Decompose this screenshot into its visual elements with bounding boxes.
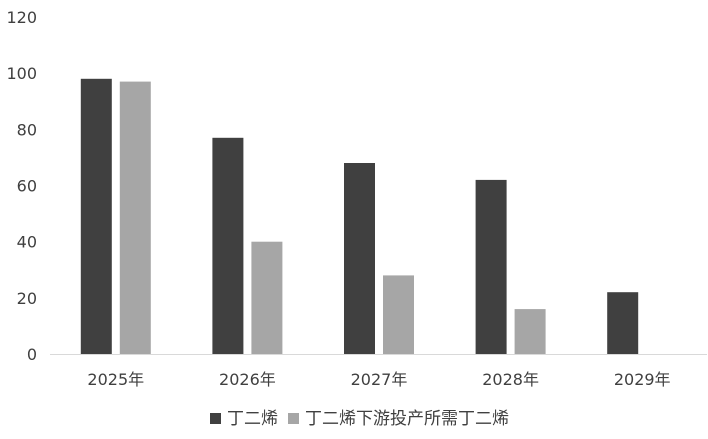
bar-series-0-cat-4 bbox=[607, 292, 639, 354]
x-tick-label-0: 2025年 bbox=[87, 370, 144, 389]
bar-series-0-cat-2 bbox=[344, 163, 375, 354]
y-tick-label-6: 120 bbox=[6, 8, 37, 27]
bar-series-1-cat-1 bbox=[251, 241, 283, 354]
bars bbox=[80, 78, 639, 355]
bar-series-0-cat-0 bbox=[80, 78, 112, 355]
bar-series-0-cat-3 bbox=[475, 179, 507, 354]
y-tick-label-3: 60 bbox=[17, 177, 37, 196]
legend-label-1: 丁二烯下游投产所需丁二烯 bbox=[305, 409, 509, 429]
legend-swatch-1 bbox=[288, 413, 299, 424]
y-tick-label-0: 0 bbox=[27, 345, 37, 364]
legend-label-0: 丁二烯 bbox=[227, 409, 278, 429]
y-tick-label-1: 20 bbox=[17, 289, 37, 308]
y-tick-label-4: 80 bbox=[17, 120, 37, 139]
legend: 丁二烯 丁二烯下游投产所需丁二烯 bbox=[210, 409, 509, 429]
bar-series-1-cat-2 bbox=[383, 275, 414, 354]
bar-series-1-cat-3 bbox=[514, 309, 546, 354]
y-axis-tick-labels: 0 20 40 60 80 100 120 bbox=[6, 8, 37, 364]
x-tick-label-2: 2027年 bbox=[351, 370, 408, 389]
legend-swatch-0 bbox=[210, 413, 221, 424]
x-tick-label-3: 2028年 bbox=[482, 370, 539, 389]
y-tick-label-2: 40 bbox=[17, 233, 37, 252]
x-tick-label-1: 2026年 bbox=[219, 370, 276, 389]
x-axis-tick-labels: 2025年 2026年 2027年 2028年 2029年 bbox=[87, 370, 670, 389]
x-tick-label-4: 2029年 bbox=[614, 370, 671, 389]
bar-series-0-cat-1 bbox=[212, 137, 244, 354]
bar-series-1-cat-0 bbox=[119, 81, 151, 354]
y-tick-label-5: 100 bbox=[6, 64, 37, 83]
